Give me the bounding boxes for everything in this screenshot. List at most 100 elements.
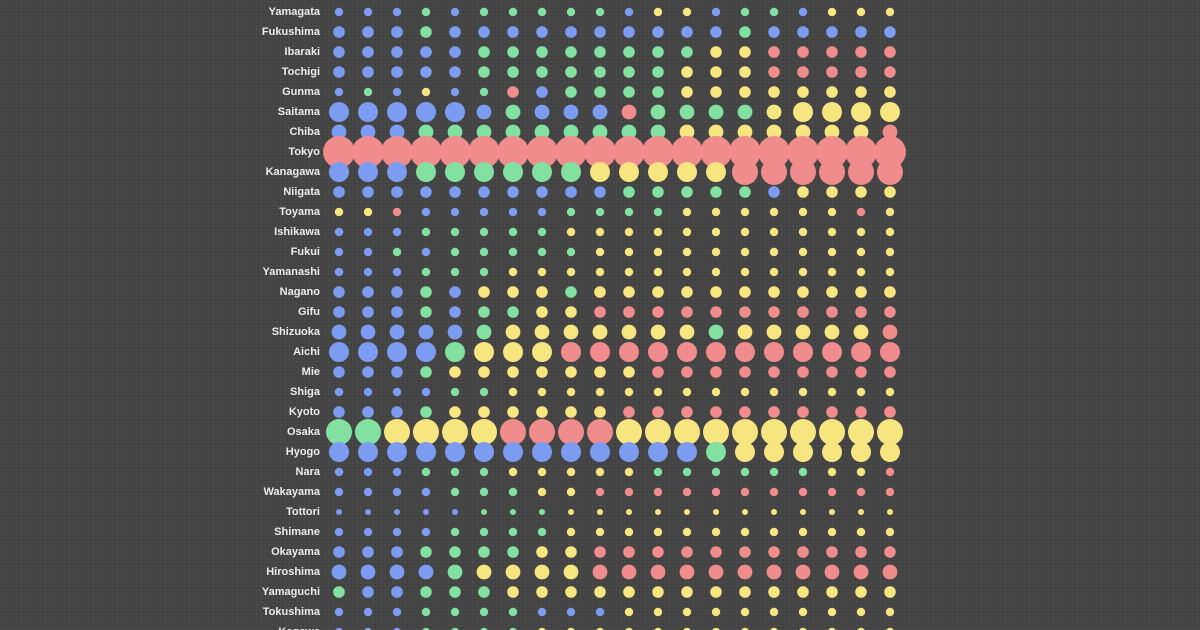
bubble-okayama-18 — [826, 546, 838, 558]
bubble-shizuoka-18 — [824, 324, 840, 340]
bubble-tochigi-15 — [739, 66, 751, 78]
bubble-toyama-6 — [479, 207, 489, 217]
bubble-niigata-2 — [362, 186, 374, 198]
bubble-kagawa-13 — [683, 627, 691, 630]
bubble-okayama-20 — [884, 546, 896, 558]
row-ishikawa: Ishikawa — [274, 226, 895, 238]
bubble-mie-8 — [536, 366, 548, 378]
bubble-gunma-8 — [536, 86, 548, 98]
bubble-tokushima-13 — [682, 607, 692, 617]
bubble-ibaraki-15 — [739, 46, 751, 58]
bubble-kagawa-4 — [422, 627, 430, 630]
bubble-gifu-7 — [507, 306, 519, 318]
bubble-chiba-14 — [708, 124, 724, 140]
bubble-tottori-2 — [365, 509, 371, 515]
bubble-nagano-6 — [478, 286, 490, 298]
bubble-wakayama-3 — [392, 487, 402, 497]
bubble-chiba-3 — [389, 124, 405, 140]
bubble-tokushima-17 — [798, 607, 808, 617]
bubble-okayama-8 — [536, 546, 548, 558]
bubble-kagawa-15 — [741, 627, 749, 630]
row-fukushima: Fukushima — [262, 26, 896, 38]
bubble-mie-9 — [565, 366, 577, 378]
bubble-shimane-17 — [798, 527, 808, 537]
bubble-shimane-4 — [421, 527, 431, 537]
bubble-ishikawa-17 — [798, 227, 808, 237]
bubble-chiba-12 — [650, 124, 666, 140]
bubble-ishikawa-12 — [653, 227, 663, 237]
bubble-chiba-17 — [795, 124, 811, 140]
bubble-ishikawa-1 — [334, 227, 344, 237]
bubble-hyogo-8 — [532, 442, 552, 462]
bubble-nara-4 — [421, 467, 431, 477]
bubble-yamagata-9 — [566, 7, 576, 17]
bubble-okayama-5 — [449, 546, 461, 558]
bubble-wakayama-7 — [508, 487, 518, 497]
bubble-nagano-10 — [594, 286, 606, 298]
bubble-mie-12 — [652, 366, 664, 378]
row-mie: Mie — [302, 366, 896, 378]
bubble-tokushima-16 — [769, 607, 779, 617]
bubble-ishikawa-19 — [856, 227, 866, 237]
bubble-shimane-6 — [479, 527, 489, 537]
bubble-gifu-18 — [826, 306, 838, 318]
bubble-aichi-19 — [851, 342, 871, 362]
row-gifu: Gifu — [298, 306, 896, 318]
bubble-nara-13 — [682, 467, 692, 477]
bubble-shiga-9 — [566, 387, 576, 397]
bubble-toyama-13 — [682, 207, 692, 217]
bubble-hiroshima-19 — [853, 564, 869, 580]
bubble-aichi-5 — [445, 342, 465, 362]
bubble-fukushima-14 — [710, 26, 722, 38]
bubble-shimane-5 — [450, 527, 460, 537]
bubble-tochigi-5 — [449, 66, 461, 78]
bubble-hyogo-20 — [880, 442, 900, 462]
row-yamagata: Yamagata — [269, 6, 895, 18]
bubble-kanagawa-13 — [677, 162, 697, 182]
bubble-fukui-14 — [711, 247, 721, 257]
bubble-hiroshima-13 — [679, 564, 695, 580]
bubble-osaka-11 — [616, 419, 642, 445]
bubble-saitama-20 — [880, 102, 900, 122]
bubble-gifu-16 — [768, 306, 780, 318]
row-label-saitama: Saitama — [278, 106, 321, 118]
bubble-saitama-16 — [766, 104, 782, 120]
bubble-okayama-3 — [391, 546, 403, 558]
bubble-tochigi-6 — [478, 66, 490, 78]
bubble-shizuoka-15 — [737, 324, 753, 340]
bubble-ibaraki-19 — [855, 46, 867, 58]
bubble-ibaraki-18 — [826, 46, 838, 58]
bubble-kagawa-5 — [451, 627, 459, 630]
bubble-tottori-6 — [481, 509, 487, 515]
row-label-ishikawa: Ishikawa — [274, 226, 321, 238]
bubble-aichi-4 — [416, 342, 436, 362]
bubble-kyoto-9 — [565, 406, 577, 418]
bubble-tochigi-12 — [652, 66, 664, 78]
bubble-hiroshima-17 — [795, 564, 811, 580]
bubble-kanagawa-14 — [706, 162, 726, 182]
bubble-fukushima-13 — [681, 26, 693, 38]
bubble-kyoto-10 — [594, 406, 606, 418]
bubble-okayama-4 — [420, 546, 432, 558]
bubble-nagano-4 — [420, 286, 432, 298]
bubble-wakayama-4 — [421, 487, 431, 497]
bubble-chiba-9 — [563, 124, 579, 140]
row-label-tottori: Tottori — [286, 506, 320, 518]
bubble-ishikawa-4 — [421, 227, 431, 237]
bubble-hyogo-10 — [590, 442, 610, 462]
bubble-yamagata-10 — [595, 7, 605, 17]
bubble-nagano-2 — [362, 286, 374, 298]
bubble-mie-20 — [884, 366, 896, 378]
bubble-kagawa-1 — [335, 627, 343, 630]
bubble-nagano-11 — [623, 286, 635, 298]
bubble-fukushima-6 — [478, 26, 490, 38]
bubble-tottori-15 — [742, 509, 748, 515]
bubble-yamagata-16 — [769, 7, 779, 17]
bubble-fukui-4 — [421, 247, 431, 257]
bubble-nagano-17 — [797, 286, 809, 298]
bubble-kyoto-8 — [536, 406, 548, 418]
bubble-yamaguchi-13 — [681, 586, 693, 598]
bubble-wakayama-5 — [450, 487, 460, 497]
bubble-hiroshima-16 — [766, 564, 782, 580]
bubble-tochigi-7 — [507, 66, 519, 78]
